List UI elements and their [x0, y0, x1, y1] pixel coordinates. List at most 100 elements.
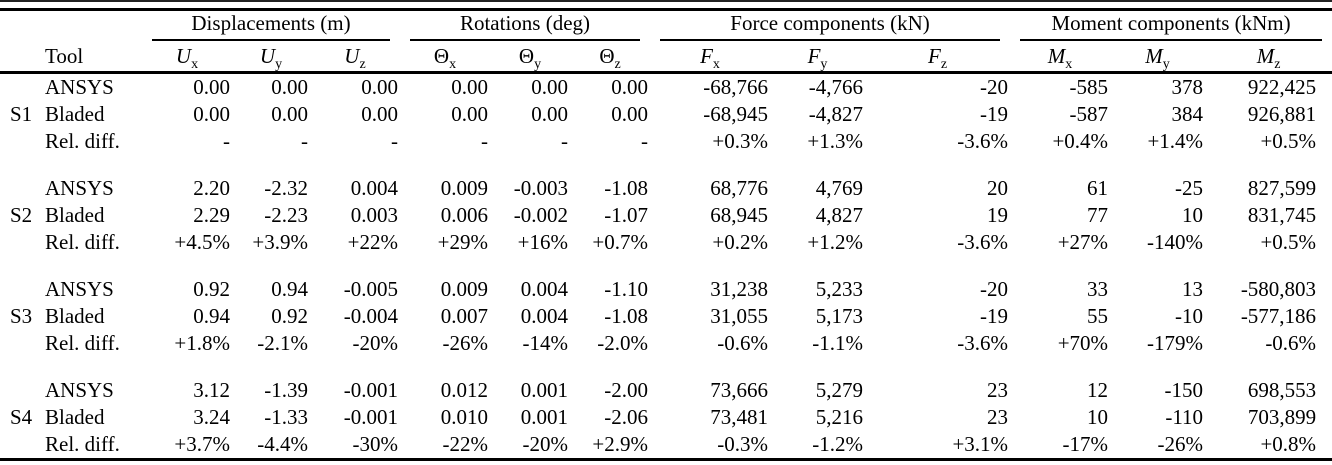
value-cell: 0.00 [531, 75, 568, 99]
value-cell: +0.8% [1260, 432, 1317, 456]
value-cell: -25 [1175, 176, 1204, 200]
value-cell: 23 [987, 405, 1009, 429]
value-cell: 0.00 [361, 102, 398, 126]
value-cell: 4,827 [815, 203, 864, 227]
col-header-m-z: Mz [1205, 41, 1332, 74]
value-cell: 0.00 [361, 75, 398, 99]
col-header-m-y: My [1110, 41, 1206, 74]
value-cell: 0.00 [611, 75, 649, 99]
value-cell: 68,776 [710, 176, 769, 200]
value-cell: 0.00 [271, 102, 308, 126]
section-label: S1 [10, 102, 33, 126]
col-header-theta-z: Θz [570, 41, 651, 74]
group-header-displacements: Displacements (m) [142, 10, 400, 41]
value-cell: +27% [1057, 230, 1109, 254]
table-body: S1 ANSYS 0.00 0.00 0.00 0.00 0.00 0.00 -68,766 -4… [0, 73, 1332, 460]
value-cell: 0.94 [271, 277, 308, 301]
value-cell: 68,945 [710, 203, 769, 227]
value-cell: -2.1% [257, 331, 308, 355]
col-header-u-x: Ux [142, 41, 232, 74]
value-cell: 926,881 [1247, 102, 1317, 126]
value-cell: 5,279 [815, 378, 864, 402]
group-header-label: Moment components (kNm) [1020, 11, 1323, 41]
value-cell: 0.003 [350, 203, 398, 227]
value-cell: -20 [980, 277, 1009, 301]
value-cell: 0.00 [531, 102, 568, 126]
value-cell: 0.010 [440, 405, 488, 429]
value-cell: 13 [1182, 277, 1204, 301]
value-cell: -26% [1157, 432, 1204, 456]
table-row: Bladed 0.94 0.92 -0.004 0.007 0.004 -1.08 31,05… [0, 303, 1332, 330]
value-cell: 0.009 [440, 277, 488, 301]
value-cell: - [481, 129, 488, 153]
value-cell: 0.00 [451, 75, 488, 99]
column-header-row: Tool Ux Uy Uz Θx Θy Θz Fx Fy Fz Mx My Mz [0, 41, 1332, 74]
value-cell: -1.2% [812, 432, 864, 456]
value-cell: +1.3% [807, 129, 864, 153]
value-cell: -580,803 [1240, 277, 1317, 301]
col-header-theta-x: Θx [400, 41, 490, 74]
value-cell: 5,233 [815, 277, 864, 301]
section-column-header [0, 41, 45, 74]
value-cell: -19 [980, 102, 1009, 126]
value-cell: -20 [980, 75, 1009, 99]
table-row: Rel. diff. - - - - - - +0.3% +1.3% -3.6% +0.4% +1.4… [0, 128, 1332, 155]
value-cell: 0.004 [520, 277, 568, 301]
section-spacer [0, 256, 1332, 276]
value-cell: -577,186 [1240, 304, 1317, 328]
value-cell: 0.00 [271, 75, 308, 99]
value-cell: -2.23 [264, 203, 308, 227]
value-cell: 31,238 [710, 277, 769, 301]
group-header-moments: Moment components (kNm) [1010, 10, 1332, 41]
value-cell: -4.4% [257, 432, 308, 456]
value-cell: -1.08 [604, 176, 649, 200]
value-cell: 55 [1087, 304, 1109, 328]
value-cell: 0.004 [520, 304, 568, 328]
value-cell: -2.00 [604, 378, 649, 402]
col-header-f-y: Fy [770, 41, 866, 74]
value-cell: -0.001 [343, 405, 398, 429]
value-cell: -0.3% [717, 432, 769, 456]
value-cell: -1.07 [604, 203, 649, 227]
value-cell: - [561, 129, 568, 153]
value-cell: +2.9% [592, 432, 649, 456]
value-cell: 0.001 [520, 378, 568, 402]
group-header-spacer [0, 10, 142, 42]
value-cell: 5,173 [815, 304, 864, 328]
spacer-cell [0, 256, 1332, 276]
value-cell: - [641, 129, 649, 153]
value-cell: 31,055 [710, 304, 769, 328]
value-cell: -17% [1062, 432, 1109, 456]
value-cell: 19 [987, 203, 1009, 227]
value-cell: -20% [352, 331, 399, 355]
value-cell: -0.6% [717, 331, 769, 355]
value-cell: 5,216 [815, 405, 864, 429]
table-row: Rel. diff. +3.7% -4.4% -30% -22% -20% +2.9% -0.… [0, 431, 1332, 460]
value-cell: 0.00 [451, 102, 488, 126]
tool-cell: Bladed [45, 102, 105, 126]
value-cell: 4,769 [815, 176, 864, 200]
tool-cell: Rel. diff. [45, 129, 120, 153]
value-cell: -1.08 [604, 304, 649, 328]
value-cell: -1.10 [604, 277, 649, 301]
table-row: Rel. diff. +1.8% -2.1% -20% -26% -14% -2.0% -0.… [0, 330, 1332, 357]
value-cell: 922,425 [1247, 75, 1317, 99]
value-cell: 831,745 [1247, 203, 1317, 227]
col-header-theta-y: Θy [490, 41, 570, 74]
value-cell: -3.6% [957, 129, 1009, 153]
section-label: S4 [10, 405, 33, 429]
value-cell: 2.29 [193, 203, 230, 227]
value-cell: 2.20 [193, 176, 230, 200]
value-cell: +22% [347, 230, 398, 254]
tool-cell: ANSYS [45, 176, 114, 200]
value-cell: -585 [1069, 75, 1109, 99]
value-cell: -22% [442, 432, 489, 456]
value-cell: 0.92 [271, 304, 308, 328]
group-header-forces: Force components (kN) [650, 10, 1010, 41]
value-cell: 33 [1087, 277, 1109, 301]
value-cell: +0.5% [1260, 230, 1317, 254]
value-cell: -0.001 [343, 378, 398, 402]
value-cell: -26% [442, 331, 489, 355]
table-row: Bladed 2.29 -2.23 0.003 0.006 -0.002 -1.07 68,9… [0, 202, 1332, 229]
value-cell: -110 [1165, 405, 1204, 429]
